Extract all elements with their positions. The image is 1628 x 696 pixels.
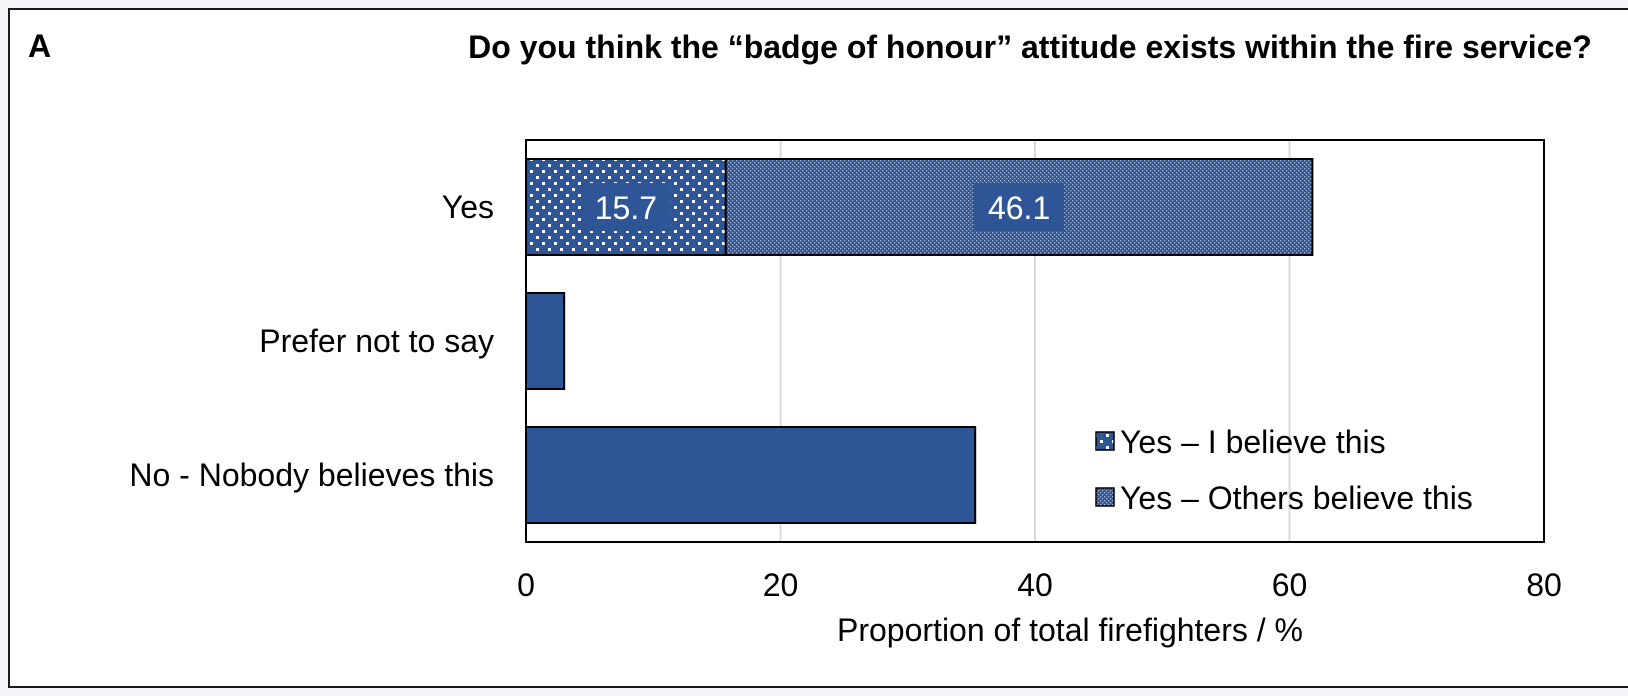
- bar-segment: [525, 292, 566, 390]
- x-tick-label: 80: [1526, 567, 1562, 603]
- data-label: 15.7: [595, 190, 657, 226]
- legend-swatch: [1095, 431, 1115, 451]
- y-category-label: No - Nobody believes this: [129, 457, 494, 493]
- legend-swatch: [1095, 487, 1115, 507]
- plot-area-border: [525, 139, 1545, 543]
- x-axis-title: Proportion of total firefighters / %: [837, 612, 1303, 648]
- figure-frame: [8, 8, 1628, 688]
- data-label: 46.1: [988, 190, 1050, 226]
- tick-labels: 0 20 40 60 80 Yes Prefer not to say No - Nobody…: [129, 189, 1561, 603]
- y-category-label: Prefer not to say: [259, 323, 494, 359]
- x-tick-label: 40: [1017, 567, 1053, 603]
- legend-entry: Yes – I believe this: [1120, 424, 1386, 460]
- x-tick-label: 20: [763, 567, 799, 603]
- legend: Yes – I believe this Yes – Others believe…: [1095, 424, 1473, 516]
- chart-title: Do you think the “badge of honour” attit…: [468, 29, 1592, 65]
- legend-entry: Yes – Others believe this: [1120, 480, 1473, 516]
- data-label-box: [580, 183, 671, 231]
- panel-label: A: [28, 28, 52, 64]
- x-tick-label: 60: [1272, 567, 1308, 603]
- bar-segment: [525, 426, 977, 524]
- data-label-box: [974, 183, 1065, 231]
- y-category-label: Yes: [442, 189, 494, 225]
- data-labels: 15.7 46.1: [580, 183, 1065, 231]
- x-tick-label: 0: [517, 567, 535, 603]
